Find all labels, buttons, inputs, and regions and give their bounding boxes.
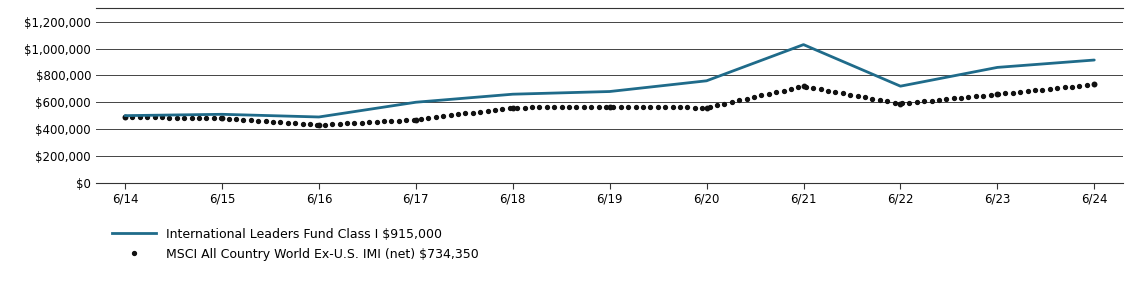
Legend: International Leaders Fund Class I $915,000, MSCI All Country World Ex-U.S. IMI : International Leaders Fund Class I $915,… — [113, 227, 479, 261]
